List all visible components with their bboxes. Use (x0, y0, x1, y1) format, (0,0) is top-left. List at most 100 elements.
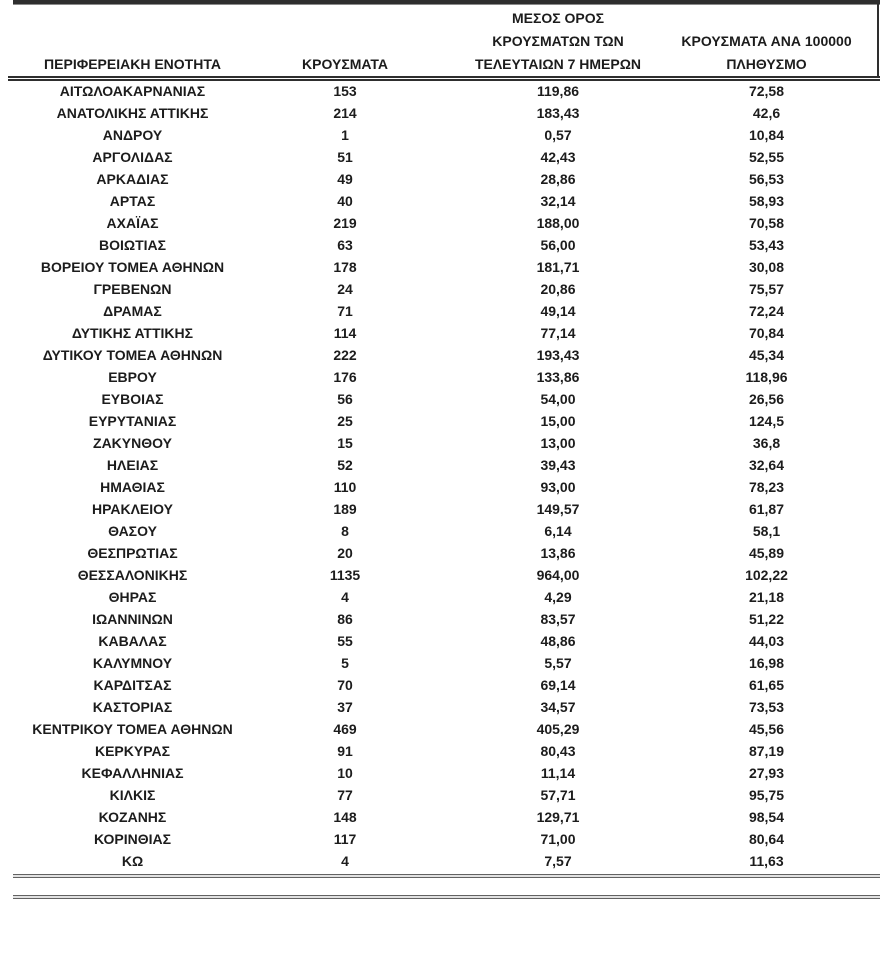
region-cell: ΖΑΚΥΝΘΟΥ (93, 435, 172, 451)
avg7days-cell: 5,57 (544, 655, 572, 671)
region-cell: ΑΡΚΑΔΙΑΣ (96, 171, 169, 187)
cases-cell: 24 (337, 281, 353, 297)
cases-cell: 176 (333, 369, 357, 385)
page-footer-rule (13, 895, 880, 899)
avg7days-cell: 69,14 (540, 677, 576, 693)
table-row: ΑΡΓΟΛΙΔΑΣ 51 42,43 52,55 (0, 146, 880, 168)
avg7days-cell: 7,57 (544, 853, 572, 869)
per100k-cell: 98,54 (748, 809, 785, 825)
per100k-cell: 10,84 (748, 127, 785, 143)
avg7days-cell: 188,00 (536, 215, 580, 231)
table-row: ΚΑΒΑΛΑΣ 55 48,86 44,03 (0, 630, 880, 652)
column-header-label: ΜΕΣΟΣ ΟΡΟΣ ΚΡΟΥΣΜΑΤΩΝ ΤΩΝ ΤΕΛΕΥΤΑΙΩΝ 7 Η… (474, 10, 642, 72)
table-row: ΖΑΚΥΝΘΟΥ 15 13,00 36,8 (0, 432, 880, 454)
cases-table-body: ΑΙΤΩΛΟΑΚΑΡΝΑΝΙΑΣ 153 119,86 72,58 ΑΝΑΤΟΛΙΚΗΣ… (0, 79, 880, 872)
region-cell: ΚΑΒΑΛΑΣ (98, 633, 167, 649)
per100k-cell: 42,6 (752, 105, 781, 121)
region-cell: ΘΗΡΑΣ (108, 589, 157, 605)
avg7days-cell: 83,57 (540, 611, 576, 627)
region-cell: ΕΥΡΥΤΑΝΙΑΣ (88, 413, 177, 429)
table-row: ΕΥΒΟΙΑΣ 56 54,00 26,56 (0, 388, 880, 410)
table-row: ΚΑΡΔΙΤΣΑΣ 70 69,14 61,65 (0, 674, 880, 696)
table-row: ΑΡΤΑΣ 40 32,14 58,93 (0, 190, 880, 212)
region-cell: ΘΑΣΟΥ (108, 523, 157, 539)
avg7days-cell: 71,00 (540, 831, 576, 847)
avg7days-cell: 13,00 (540, 435, 576, 451)
per100k-cell: 61,87 (748, 501, 785, 517)
per100k-cell: 118,96 (745, 369, 788, 385)
region-cell: ΒΟΡΕΙΟΥ ΤΟΜΕΑ ΑΘΗΝΩΝ (40, 259, 225, 275)
per100k-cell: 51,22 (748, 611, 785, 627)
table-row: ΔΡΑΜΑΣ 71 49,14 72,24 (0, 300, 880, 322)
table-row: ΗΡΑΚΛΕΙΟΥ 189 149,57 61,87 (0, 498, 880, 520)
table-row: ΑΧΑΪΑΣ 219 188,00 70,58 (0, 212, 880, 234)
cases-cell: 10 (337, 765, 353, 781)
table-row: ΕΒΡΟΥ 176 133,86 118,96 (0, 366, 880, 388)
avg7days-cell: 15,00 (540, 413, 576, 429)
table-row: ΒΟΡΕΙΟΥ ΤΟΜΕΑ ΑΘΗΝΩΝ 178 181,71 30,08 (0, 256, 880, 278)
avg7days-cell: 183,43 (536, 105, 580, 121)
per100k-cell: 36,8 (752, 435, 781, 451)
table-row: ΑΝΔΡΟΥ 1 0,57 10,84 (0, 124, 880, 146)
per100k-cell: 45,34 (748, 347, 785, 363)
per100k-cell: 87,19 (748, 743, 785, 759)
per100k-cell: 45,56 (748, 721, 785, 737)
cases-cell: 222 (333, 347, 357, 363)
region-cell: ΗΡΑΚΛΕΙΟΥ (91, 501, 174, 517)
cases-cell: 153 (333, 83, 357, 99)
header-right-border (877, 0, 879, 81)
region-cell: ΚΕΦΑΛΛΗΝΙΑΣ (81, 765, 184, 781)
avg7days-cell: 57,71 (540, 787, 576, 803)
region-cell: ΚΟΡΙΝΘΙΑΣ (94, 831, 171, 847)
region-cell: ΚΕΡΚΥΡΑΣ (94, 743, 171, 759)
region-cell: ΚΑΡΔΙΤΣΑΣ (93, 677, 172, 693)
cases-cell: 63 (337, 237, 353, 253)
region-cell: ΑΝΑΤΟΛΙΚΗΣ ΑΤΤΙΚΗΣ (56, 105, 209, 121)
cases-cell: 91 (337, 743, 353, 759)
per100k-cell: 95,75 (748, 787, 785, 803)
avg7days-cell: 20,86 (540, 281, 576, 297)
region-cell: ΔΡΑΜΑΣ (103, 303, 162, 319)
avg7days-cell: 42,43 (540, 149, 576, 165)
table-row: ΗΜΑΘΙΑΣ 110 93,00 78,23 (0, 476, 880, 498)
table-row: ΔΥΤΙΚΟΥ ΤΟΜΕΑ ΑΘΗΝΩΝ 222 193,43 45,34 (0, 344, 880, 366)
per100k-cell: 26,56 (748, 391, 785, 407)
avg7days-cell: 34,57 (540, 699, 576, 715)
region-cell: ΚΟΖΑΝΗΣ (98, 809, 167, 825)
cases-cell: 37 (337, 699, 353, 715)
cases-cell: 110 (333, 479, 357, 495)
per100k-cell: 30,08 (748, 259, 785, 275)
cases-cell: 86 (337, 611, 353, 627)
cases-cell: 1 (341, 127, 349, 143)
cases-cell: 214 (333, 105, 357, 121)
region-cell: ΚΕΝΤΡΙΚΟΥ ΤΟΜΕΑ ΑΘΗΝΩΝ (32, 721, 233, 737)
region-cell: ΑΝΔΡΟΥ (102, 127, 163, 143)
cases-cell: 219 (333, 215, 357, 231)
region-cell: ΚΑΣΤΟΡΙΑΣ (92, 699, 173, 715)
table-row: ΕΥΡΥΤΑΝΙΑΣ 25 15,00 124,5 (0, 410, 880, 432)
column-header-regional-unit: ΠΕΡΙΦΕΡΕΙΑΚΗ ΕΝΟΤΗΤΑ (0, 4, 265, 79)
avg7days-cell: 49,14 (540, 303, 576, 319)
region-cell: ΚΩ (121, 853, 144, 869)
table-bottom-border (13, 874, 880, 878)
per100k-cell: 44,03 (748, 633, 785, 649)
cases-cell: 77 (337, 787, 353, 803)
avg7days-cell: 6,14 (544, 523, 572, 539)
table-row: ΘΗΡΑΣ 4 4,29 21,18 (0, 586, 880, 608)
region-cell: ΒΟΙΩΤΙΑΣ (98, 237, 167, 253)
avg7days-cell: 11,14 (540, 765, 576, 781)
per100k-cell: 32,64 (748, 457, 785, 473)
region-cell: ΚΑΛΥΜΝΟΥ (92, 655, 173, 671)
per100k-cell: 70,58 (748, 215, 785, 231)
per100k-cell: 72,24 (748, 303, 785, 319)
per100k-cell: 80,64 (748, 831, 785, 847)
cases-cell: 4 (341, 853, 349, 869)
per100k-cell: 73,53 (748, 699, 785, 715)
cases-cell: 4 (341, 589, 349, 605)
table-header: ΠΕΡΙΦΕΡΕΙΑΚΗ ΕΝΟΤΗΤΑ ΚΡΟΥΣΜΑΤΑ ΜΕΣΟΣ ΟΡΟ… (0, 4, 880, 79)
column-header-cases: ΚΡΟΥΣΜΑΤΑ (265, 4, 425, 79)
table-row: ΚΑΣΤΟΡΙΑΣ 37 34,57 73,53 (0, 696, 880, 718)
cases-cell: 469 (333, 721, 357, 737)
region-cell: ΑΡΤΑΣ (109, 193, 156, 209)
